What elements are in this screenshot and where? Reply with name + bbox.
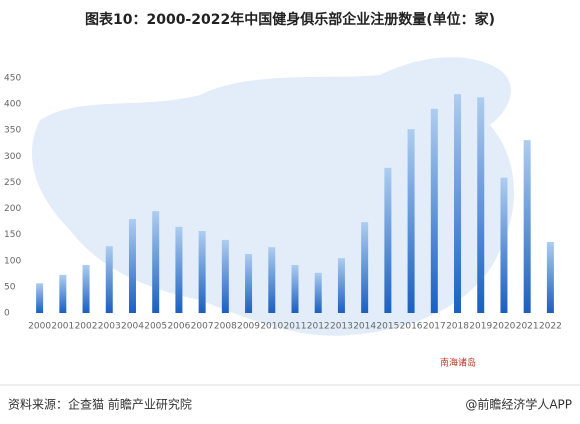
x-tick-label: 2011 [284, 322, 307, 332]
chart-title: 图表10：2000-2022年中国健身俱乐部企业注册数量(单位：家) [85, 11, 495, 28]
y-tick-label: 150 [4, 230, 21, 240]
x-tick-label: 2003 [98, 322, 121, 332]
bar [175, 226, 183, 313]
bar [337, 258, 345, 313]
bar [245, 253, 253, 313]
source: 资料来源：企查猫 前瞻产业研究院 [8, 397, 192, 412]
bar [82, 264, 90, 313]
y-tick-label: 400 [4, 100, 21, 110]
bar [430, 108, 438, 313]
x-tick-label: 2007 [191, 322, 214, 332]
bar [268, 247, 276, 313]
bar [105, 246, 113, 313]
bar [59, 274, 67, 313]
x-tick-label: 2020 [493, 322, 516, 332]
x-tick-label: 2005 [144, 322, 167, 332]
bar [523, 140, 531, 313]
x-tick-label: 2006 [167, 322, 190, 332]
bar [291, 264, 299, 313]
bar [128, 219, 136, 313]
x-tick-label: 2008 [214, 322, 237, 332]
x-tick-label: 2010 [260, 322, 283, 332]
y-tick-label: 100 [4, 256, 21, 266]
x-tick-label: 2002 [75, 322, 98, 332]
bar [361, 222, 369, 313]
x-tick-label: 2014 [353, 322, 376, 332]
y-tick-label: 250 [4, 178, 21, 188]
x-tick-label: 2001 [51, 322, 74, 332]
x-tick-label: 2013 [330, 322, 353, 332]
x-tick-label: 2009 [237, 322, 260, 332]
x-tick-label: 2000 [28, 322, 51, 332]
bar [198, 231, 206, 313]
y-tick-label: 200 [4, 204, 21, 214]
bar [454, 94, 462, 313]
bar [477, 97, 485, 313]
bar [384, 167, 392, 313]
x-tick-label: 2012 [307, 322, 330, 332]
x-tick-label: 2004 [121, 322, 144, 332]
x-tick-label: 2018 [446, 322, 469, 332]
bar [314, 272, 322, 313]
bar [500, 177, 508, 313]
y-tick-label: 300 [4, 152, 21, 162]
x-tick-label: 2017 [423, 322, 446, 332]
credit: @前瞻经济学人APP [465, 397, 572, 412]
bar [221, 239, 229, 313]
x-tick-label: 2015 [376, 322, 399, 332]
map-label: 南海诸岛 [440, 357, 476, 369]
x-tick-label: 2016 [400, 322, 423, 332]
bar [152, 211, 160, 313]
y-tick-label: 350 [4, 126, 21, 136]
bar [407, 129, 415, 313]
bar [36, 283, 44, 313]
x-tick-label: 2021 [516, 322, 539, 332]
bar [546, 241, 554, 313]
y-tick-label: 0 [4, 309, 10, 319]
y-tick-label: 50 [4, 282, 16, 292]
y-tick-label: 450 [4, 74, 21, 84]
x-tick-label: 2019 [469, 322, 492, 332]
x-tick-label: 2022 [539, 322, 562, 332]
